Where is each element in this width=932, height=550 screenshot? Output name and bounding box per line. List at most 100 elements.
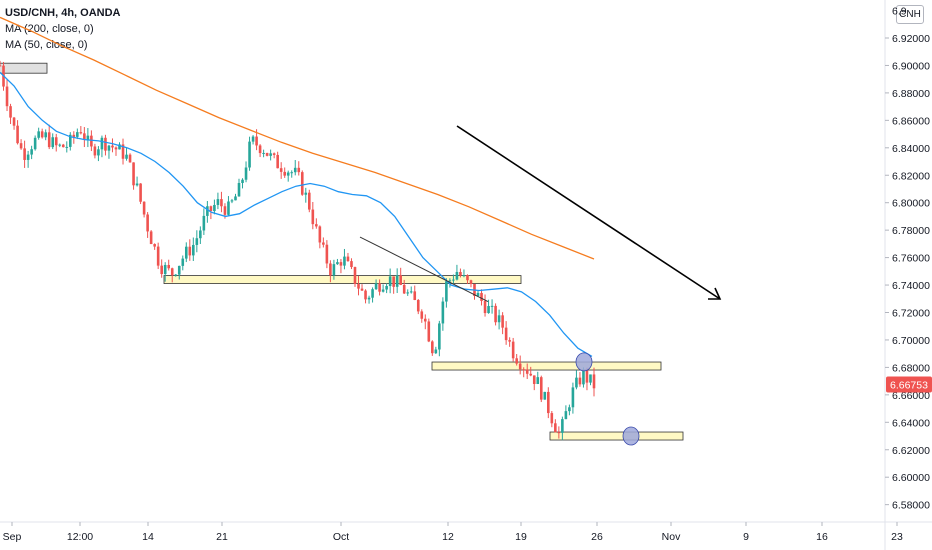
candle-body — [448, 280, 452, 282]
candle-body — [276, 154, 279, 169]
candle-body — [44, 132, 47, 138]
candle-body — [504, 327, 508, 341]
candle-body — [47, 132, 51, 148]
price-tick-label: 6.66000 — [892, 390, 930, 402]
candle-body — [206, 206, 209, 216]
candle-body — [286, 172, 290, 176]
candle-body — [237, 182, 241, 197]
candle-body — [107, 145, 111, 151]
candle-body — [54, 137, 58, 146]
downtrend-arrow — [456, 125, 721, 300]
candle-body — [297, 167, 301, 173]
candle-body — [163, 264, 167, 275]
candle-body — [508, 340, 511, 342]
candle-body — [353, 267, 357, 284]
price-tick-label: 6.58000 — [892, 500, 930, 512]
candle-body — [385, 286, 388, 290]
candle-body — [357, 283, 360, 289]
candle-body — [174, 274, 178, 276]
candle-body — [525, 369, 529, 374]
candle-body — [434, 349, 438, 354]
candle-body — [431, 341, 434, 354]
last-price-badge: 6.66753 — [886, 376, 932, 393]
candle-body — [90, 135, 93, 147]
candle-body — [329, 263, 332, 276]
candle-body — [156, 246, 160, 266]
candle-body — [40, 131, 44, 138]
candle-body — [167, 264, 171, 269]
candle-body — [177, 265, 181, 275]
ma200-legend: MA (200, close, 0) — [5, 23, 94, 35]
candle-body — [170, 268, 174, 276]
support-zone — [549, 431, 684, 441]
candle-body — [522, 369, 526, 371]
candle-body — [223, 206, 227, 215]
candle-body — [438, 323, 441, 350]
candle-body — [547, 391, 550, 414]
candle-body — [575, 377, 578, 388]
candle-body — [571, 387, 575, 408]
price-axis: 6.92000 6.90000 6.88000 6.86000 6.84000 6.820… — [885, 6, 932, 512]
price-tick-label: 6.9 — [892, 6, 907, 18]
candle-body — [23, 148, 26, 160]
candle-body — [332, 264, 336, 276]
trend-line — [359, 236, 489, 302]
highlight-ellipse — [622, 426, 640, 446]
candle-body — [12, 117, 16, 126]
label-box — [0, 62, 48, 74]
candle-body — [9, 106, 12, 118]
candle-body — [37, 131, 40, 138]
candle-body — [585, 370, 589, 383]
candle-body — [371, 289, 374, 298]
candle-body — [51, 137, 55, 148]
currency-badge[interactable]: CNH — [896, 5, 924, 24]
candle-body — [202, 215, 206, 231]
candle-body — [279, 168, 283, 172]
candle-body — [142, 201, 146, 215]
price-tick-label: 6.92000 — [892, 33, 930, 45]
candle-body — [564, 411, 568, 420]
candle-body — [132, 162, 135, 186]
candle-body — [160, 265, 163, 275]
candle-body — [125, 154, 128, 159]
candle-body — [304, 192, 308, 195]
candle-body — [578, 377, 582, 385]
candle-body — [300, 172, 304, 195]
time-tick-label: 19 — [515, 531, 527, 543]
candle-body — [466, 275, 469, 281]
candle-body — [501, 315, 504, 328]
price-tick-label: 6.78000 — [892, 225, 930, 237]
candle-body — [16, 125, 19, 144]
candle-body — [111, 145, 114, 148]
candle-body — [568, 407, 571, 412]
candle-body — [65, 146, 69, 148]
candle-body — [269, 153, 272, 156]
candle-body — [30, 149, 33, 155]
price-tick-label: 6.74000 — [892, 280, 930, 292]
candle-body — [367, 297, 371, 300]
candle-body — [511, 341, 515, 359]
last-price-label: 6.66753 — [890, 380, 928, 392]
candle-body — [480, 292, 483, 301]
time-tick-label: Oct — [333, 531, 349, 543]
candle-body — [452, 279, 455, 281]
price-tick-label: 6.68000 — [892, 362, 930, 374]
candle-body — [293, 167, 297, 173]
candle-body — [427, 321, 431, 342]
candle-body — [515, 358, 518, 364]
candle-body — [83, 133, 86, 140]
candle-body — [360, 288, 364, 291]
chart-legend: USD/CNH, 4h, OANDA MA (200, close, 0) MA… — [5, 5, 121, 53]
candle-body — [339, 262, 343, 266]
candle-body — [181, 258, 185, 266]
price-tick-label: 6.84000 — [892, 143, 930, 155]
candle-body — [192, 244, 195, 256]
price-tick-label: 6.64000 — [892, 417, 930, 429]
candle-body — [184, 246, 188, 259]
candle-body — [76, 132, 79, 137]
ma200-line — [0, 16, 595, 260]
candle-body — [220, 199, 223, 207]
candle-body — [290, 172, 294, 174]
candle-body — [262, 152, 265, 154]
